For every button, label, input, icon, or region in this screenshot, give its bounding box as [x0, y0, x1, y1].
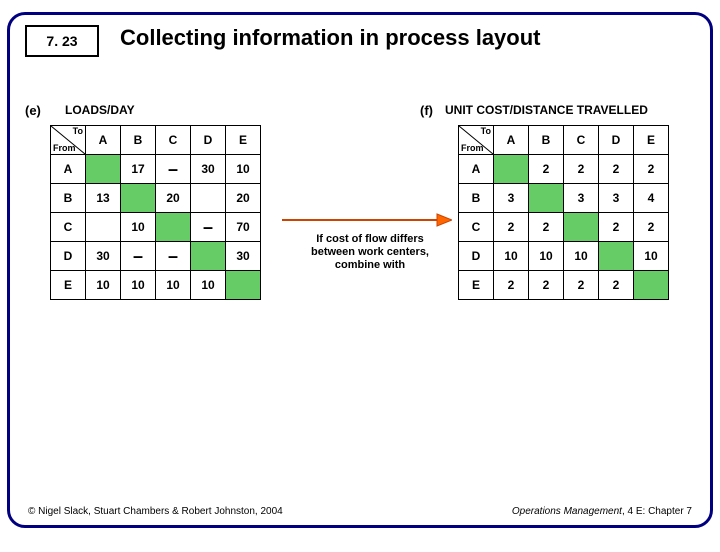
row-header: A: [459, 155, 494, 184]
col-header: A: [494, 126, 529, 155]
dash-cell: –: [156, 155, 191, 184]
data-cell: 10: [226, 155, 261, 184]
col-header: E: [226, 126, 261, 155]
diag-cell: [599, 242, 634, 271]
data-cell: 2: [599, 271, 634, 300]
slide-frame: 7. 23 Collecting information in process …: [7, 12, 713, 528]
dash-cell: –: [156, 242, 191, 271]
label-e-title: LOADS/DAY: [65, 103, 135, 117]
arrow-icon: [282, 210, 452, 230]
footer-book-title: Operations Management: [512, 506, 622, 517]
data-cell: 13: [86, 184, 121, 213]
data-cell: 10: [86, 271, 121, 300]
loads-table: ToFromABCDEA17–3010B132020C10–70D30––30E…: [50, 125, 261, 300]
data-cell: 2: [564, 271, 599, 300]
footer-book-rest: , 4 E: Chapter 7: [622, 506, 692, 517]
data-cell: 20: [226, 184, 261, 213]
row-header: B: [459, 184, 494, 213]
row-header: B: [51, 184, 86, 213]
data-cell: 2: [634, 155, 669, 184]
diag-cell: [529, 184, 564, 213]
corner-cell: ToFrom: [459, 126, 494, 155]
data-cell: 3: [564, 184, 599, 213]
data-cell: 10: [494, 242, 529, 271]
data-cell: 10: [529, 242, 564, 271]
data-cell: [86, 213, 121, 242]
data-cell: 3: [599, 184, 634, 213]
footer-book: Operations Management, 4 E: Chapter 7: [512, 506, 692, 517]
row-header: C: [51, 213, 86, 242]
corner-cell: ToFrom: [51, 126, 86, 155]
diag-cell: [494, 155, 529, 184]
data-cell: 2: [529, 213, 564, 242]
data-cell: 2: [599, 155, 634, 184]
footer-copyright: © Nigel Slack, Stuart Chambers & Robert …: [28, 506, 283, 517]
col-header: B: [121, 126, 156, 155]
lecture-number-box: 7. 23: [25, 25, 99, 57]
row-header: A: [51, 155, 86, 184]
diag-cell: [156, 213, 191, 242]
diag-cell: [634, 271, 669, 300]
data-cell: 2: [494, 271, 529, 300]
data-cell: 3: [494, 184, 529, 213]
diag-cell: [86, 155, 121, 184]
col-header: A: [86, 126, 121, 155]
data-cell: 10: [191, 271, 226, 300]
diag-cell: [121, 184, 156, 213]
data-cell: 30: [226, 242, 261, 271]
col-header: D: [191, 126, 226, 155]
label-e: (e): [25, 103, 41, 118]
col-header: B: [529, 126, 564, 155]
data-cell: 2: [494, 213, 529, 242]
diag-cell: [191, 242, 226, 271]
diag-cell: [564, 213, 599, 242]
data-cell: 2: [529, 271, 564, 300]
data-cell: 2: [599, 213, 634, 242]
col-header: D: [599, 126, 634, 155]
data-cell: 30: [191, 155, 226, 184]
data-cell: 10: [121, 213, 156, 242]
data-cell: 10: [634, 242, 669, 271]
data-cell: 2: [564, 155, 599, 184]
data-cell: [191, 184, 226, 213]
data-cell: 2: [529, 155, 564, 184]
data-cell: 4: [634, 184, 669, 213]
data-cell: 70: [226, 213, 261, 242]
data-cell: 10: [121, 271, 156, 300]
data-cell: 20: [156, 184, 191, 213]
data-cell: 30: [86, 242, 121, 271]
label-f-title: UNIT COST/DISTANCE TRAVELLED: [445, 103, 648, 117]
row-header: E: [51, 271, 86, 300]
dash-cell: –: [121, 242, 156, 271]
cost-table: ToFromABCDEA2222B3334C2222D10101010E2222: [458, 125, 669, 300]
label-f: (f): [420, 103, 433, 118]
data-cell: 10: [564, 242, 599, 271]
row-header: D: [459, 242, 494, 271]
row-header: C: [459, 213, 494, 242]
row-header: E: [459, 271, 494, 300]
data-cell: 17: [121, 155, 156, 184]
col-header: C: [156, 126, 191, 155]
row-header: D: [51, 242, 86, 271]
col-header: C: [564, 126, 599, 155]
lecture-number: 7. 23: [46, 33, 77, 49]
note-text: If cost of flow differs between work cen…: [300, 233, 440, 273]
diag-cell: [226, 271, 261, 300]
data-cell: 10: [156, 271, 191, 300]
slide-title: Collecting information in process layout: [120, 25, 541, 51]
data-cell: 2: [634, 213, 669, 242]
dash-cell: –: [191, 213, 226, 242]
col-header: E: [634, 126, 669, 155]
